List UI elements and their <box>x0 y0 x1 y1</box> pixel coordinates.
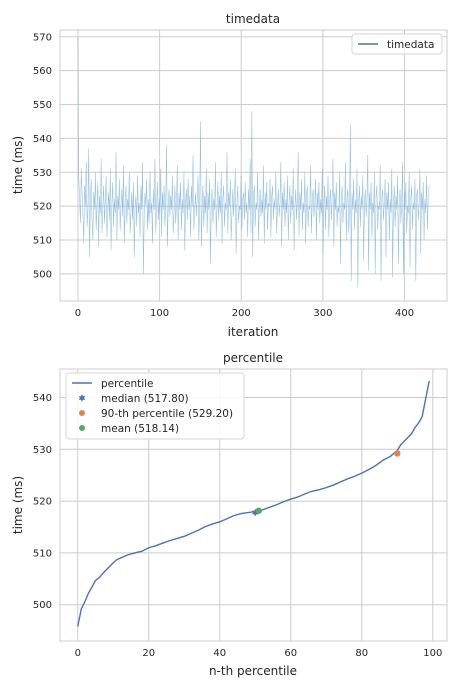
chart-title: timedata <box>226 12 280 26</box>
y-tick-label: 560 <box>33 66 52 77</box>
legend-box <box>351 33 443 55</box>
chart-title: percentile <box>223 351 283 365</box>
y-tick-label: 530 <box>33 445 52 456</box>
y-tick-label: 520 <box>33 497 52 508</box>
x-tick-label: 100 <box>423 648 442 659</box>
legend-label: timedata <box>387 39 434 51</box>
series-marker <box>255 507 263 514</box>
grid <box>60 30 447 301</box>
y-tick-label: 570 <box>33 32 52 43</box>
x-tick-label: 60 <box>284 648 297 659</box>
legend-marker <box>79 425 85 431</box>
y-tick-label: 520 <box>33 202 52 213</box>
tick-labels: 0 20 40 60 80 100 500 510 520 530 540 <box>33 393 442 659</box>
y-tick-label: 500 <box>33 600 52 611</box>
legend-label: mean (518.14) <box>101 423 179 435</box>
x-tick-label: 0 <box>75 308 81 319</box>
y-tick-label: 500 <box>33 269 52 280</box>
x-axis-label: iteration <box>228 325 279 339</box>
series-line <box>77 36 430 288</box>
x-tick-label: 0 <box>75 648 81 659</box>
y-tick-label: 550 <box>33 100 52 111</box>
series-marker <box>394 450 401 457</box>
legend-label: median (517.80) <box>101 393 189 405</box>
x-tick-label: 100 <box>150 308 169 319</box>
x-tick-label: 400 <box>395 308 414 319</box>
x-tick-label: 300 <box>313 308 332 319</box>
y-tick-label: 530 <box>33 168 52 179</box>
series-line <box>77 380 430 627</box>
y-tick-label: 540 <box>33 393 52 404</box>
plot-frame <box>59 368 448 642</box>
x-axis-label: n-th percentile <box>209 664 297 678</box>
legend: percentile median (517.80) 90-th percentil… <box>65 372 245 440</box>
percentile-chart: percentile 0 20 40 60 80 100 500 510 520 530 540 n… <box>11 351 448 678</box>
legend: timedata <box>351 33 443 55</box>
plot-frame <box>59 29 448 302</box>
legend-box <box>65 372 245 440</box>
x-tick-label: 200 <box>232 308 251 319</box>
y-tick-label: 510 <box>33 548 52 559</box>
legend-marker <box>78 394 86 402</box>
y-axis-label: time (ms) <box>11 476 25 534</box>
series-layer <box>77 380 430 627</box>
y-tick-label: 540 <box>33 134 52 145</box>
series-layer <box>77 36 430 288</box>
x-tick-label: 20 <box>142 648 155 659</box>
series-marker <box>251 508 259 517</box>
y-tick-label: 510 <box>33 236 52 247</box>
timedata-chart: timedata 0 100 200 300 400 500 510 520 530 540 550… <box>11 12 448 339</box>
legend-label: percentile <box>101 378 154 390</box>
x-tick-label: 40 <box>213 648 226 659</box>
tick-labels: 0 100 200 300 400 500 510 520 530 540 550 560 570 <box>33 32 414 319</box>
legend-label: 90-th percentile (529.20) <box>101 408 233 420</box>
legend-marker <box>79 410 85 416</box>
y-axis-label: time (ms) <box>11 136 25 194</box>
x-tick-label: 80 <box>355 648 368 659</box>
